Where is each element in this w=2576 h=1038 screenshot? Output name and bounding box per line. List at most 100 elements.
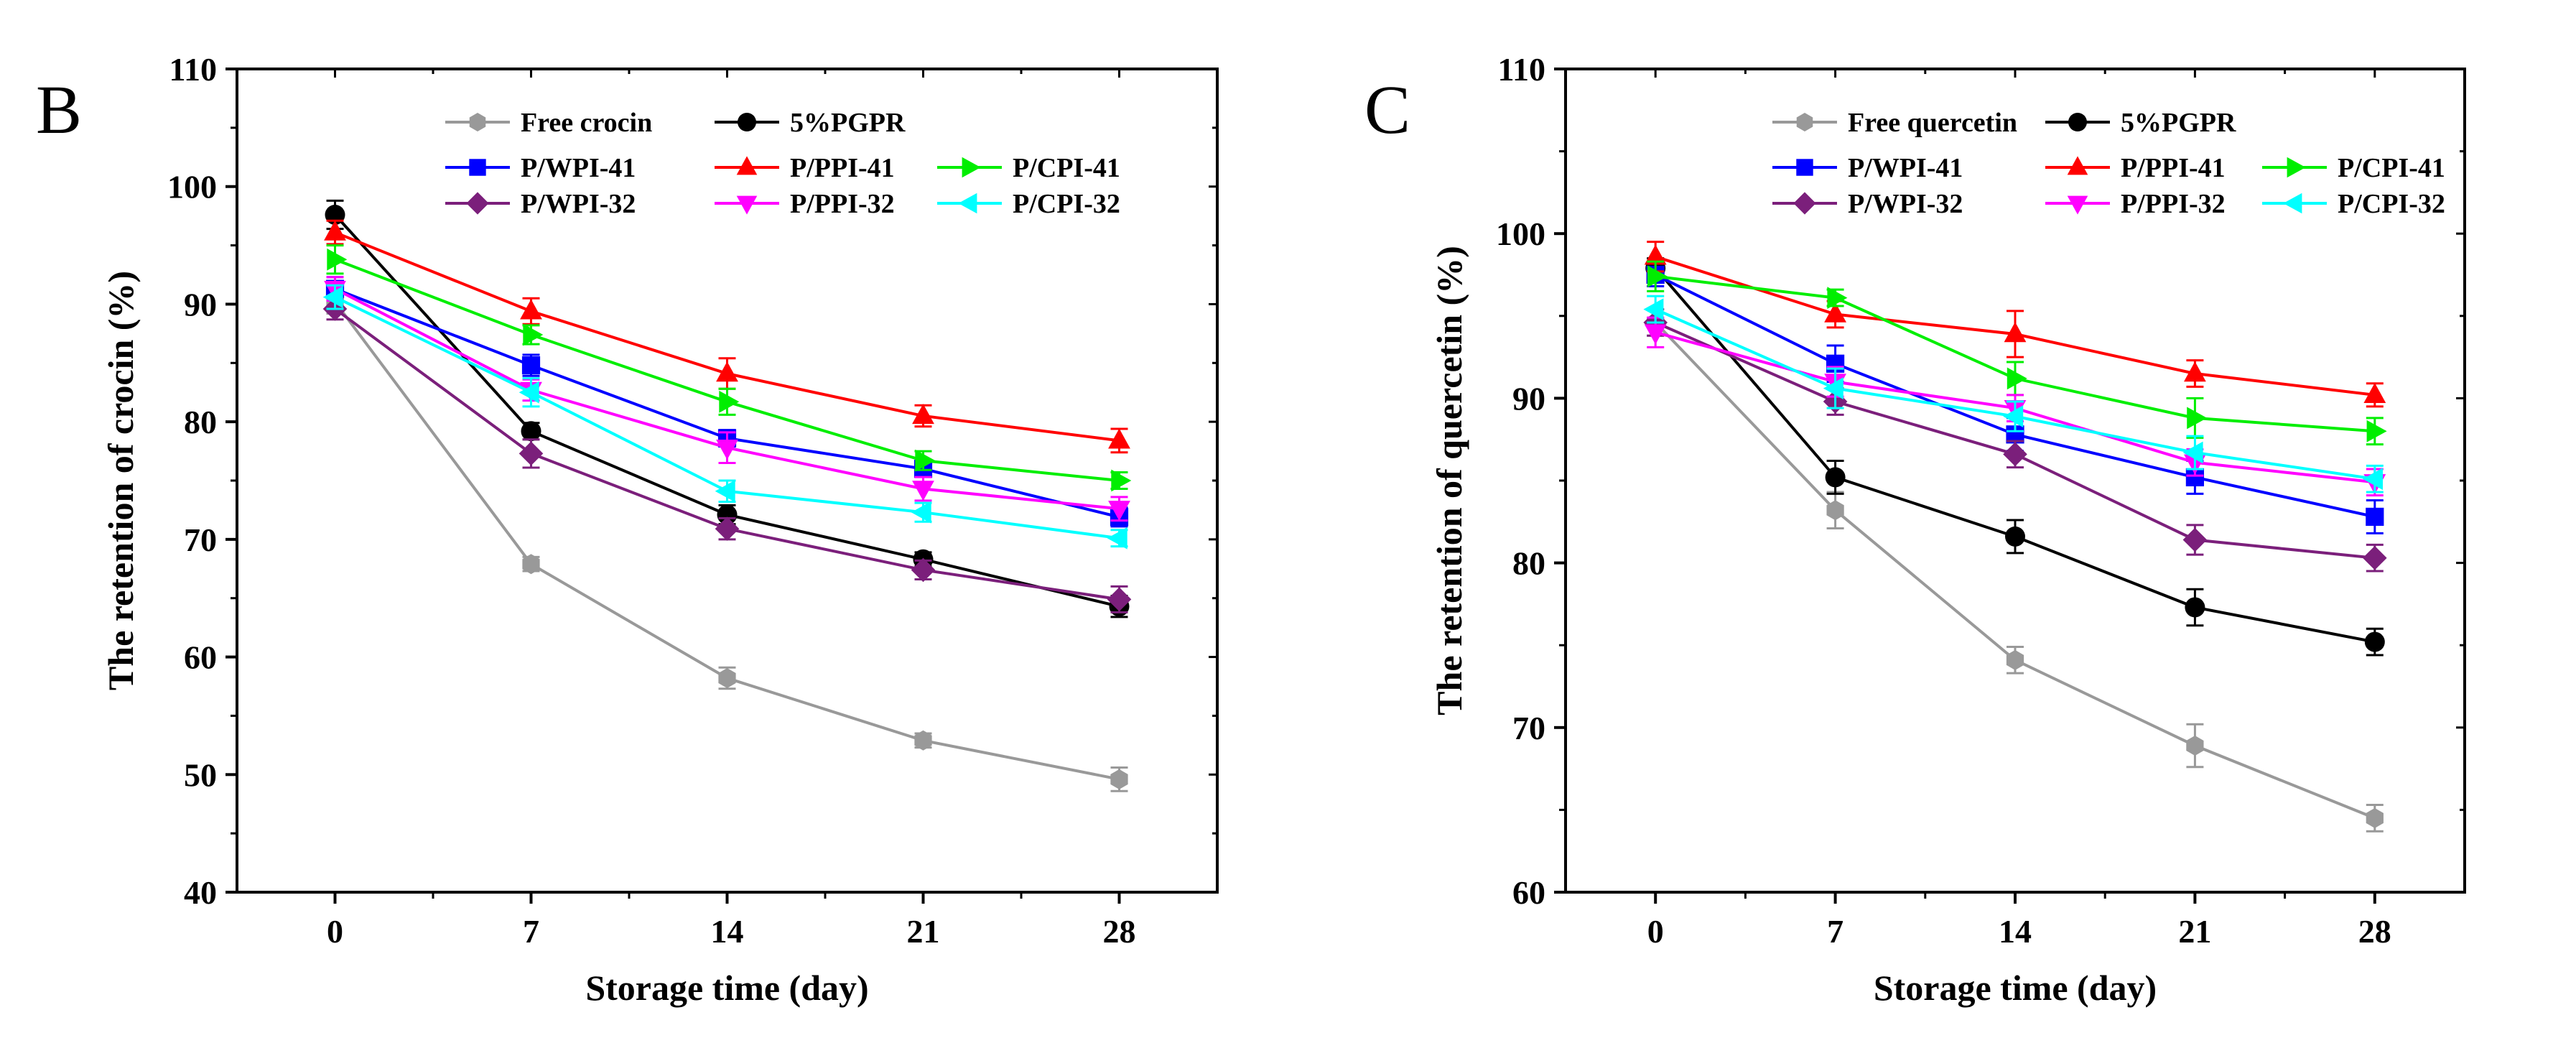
- legend-entry-p-ppi-41: P/PPI-41: [715, 153, 895, 183]
- x-tick-label: 14: [711, 913, 744, 950]
- data-point: [2366, 420, 2387, 442]
- legend-entry-p-cpi-32: P/CPI-32: [2262, 189, 2445, 219]
- y-axis-title: The retention of quercetin (%): [1429, 246, 1469, 715]
- legend-label: P/CPI-32: [2338, 189, 2445, 219]
- series-p-ppi-41: [1644, 241, 2386, 408]
- legend-label: Free quercetin: [1848, 108, 2017, 138]
- series-free-quercetin: [1647, 308, 2384, 833]
- legend-entry-p-cpi-32: P/CPI-32: [937, 189, 1120, 219]
- legend-entry-p-wpi-41: P/WPI-41: [445, 153, 636, 183]
- data-point: [715, 516, 740, 541]
- data-point: [521, 421, 541, 442]
- legend-entry-p-ppi-41: P/PPI-41: [2045, 153, 2226, 183]
- data-point: [2006, 649, 2024, 670]
- data-point: [1108, 428, 1130, 449]
- legend-entry-p-cpi-41: P/CPI-41: [2262, 153, 2445, 183]
- legend-label: P/PPI-41: [790, 153, 895, 183]
- y-tick-label: 60: [184, 639, 217, 676]
- legend-marker: [2067, 156, 2088, 175]
- data-point: [1647, 265, 1668, 288]
- y-tick-label: 80: [184, 404, 217, 440]
- data-point: [2363, 383, 2386, 404]
- legend-label: P/PPI-32: [2121, 189, 2226, 219]
- series-p-cpi-41: [326, 244, 1132, 492]
- plot-frame: [1564, 68, 2466, 894]
- data-point: [2182, 441, 2203, 464]
- data-point: [1644, 324, 1667, 345]
- data-point: [1827, 287, 1848, 309]
- data-point: [1107, 587, 1132, 612]
- legend-entry-5-pgpr: 5%PGPR: [715, 108, 906, 138]
- data-point: [1826, 500, 1844, 521]
- legend-entry-p-wpi-32: P/WPI-32: [1772, 189, 1963, 219]
- data-point: [912, 481, 934, 501]
- legend-label: P/CPI-32: [1013, 189, 1120, 219]
- y-tick-label: 50: [184, 756, 217, 793]
- panel-b: B 40 50 60 70 80 90 100 110 0 7 14 21 28 Storage time …: [36, 51, 1219, 1008]
- x-tick-label: 28: [1103, 913, 1136, 950]
- data-point: [1111, 469, 1132, 492]
- legend-label: P/CPI-41: [1013, 153, 1120, 183]
- legend-label: P/WPI-32: [521, 189, 636, 219]
- legend-marker: [466, 192, 489, 215]
- series-p-cpi-32: [1643, 295, 2384, 493]
- y-tick-label: 90: [1512, 380, 1545, 417]
- legend-marker: [736, 195, 758, 215]
- legend: Free crocin 5%PGPR P/WPI-41 P/PPI-41 P/CPI-4…: [445, 108, 1120, 219]
- data-point: [519, 441, 544, 466]
- legend-label: P/WPI-32: [1848, 189, 1963, 219]
- data-point: [2366, 507, 2384, 527]
- data-point: [1824, 302, 1846, 323]
- legend-marker: [738, 113, 756, 131]
- data-point: [2007, 367, 2027, 390]
- legend-marker: [1796, 113, 1813, 131]
- y-tick-label: 40: [184, 874, 217, 911]
- data-point: [1108, 501, 1130, 522]
- data-point: [716, 361, 738, 382]
- legend-label: 5%PGPR: [790, 108, 906, 138]
- data-point: [1643, 298, 1664, 321]
- legend-marker: [962, 157, 981, 178]
- panel-letter: C: [1364, 71, 1410, 148]
- data-point: [912, 404, 934, 425]
- data-point: [322, 286, 343, 309]
- data-point: [2364, 631, 2385, 652]
- legend-marker: [2067, 195, 2088, 215]
- x-tick-label: 21: [2178, 913, 2211, 950]
- legend-marker: [2283, 193, 2302, 214]
- legend-entry-free-crocin: Free crocin: [445, 108, 652, 138]
- panel-letter: B: [36, 71, 82, 148]
- y-tick-label: 110: [169, 51, 217, 88]
- legend-entry-p-wpi-32: P/WPI-32: [445, 189, 636, 219]
- data-point: [717, 504, 738, 525]
- legend-entry-p-ppi-32: P/PPI-32: [2045, 189, 2226, 219]
- data-point: [1825, 467, 1846, 488]
- data-point: [2182, 527, 2208, 552]
- legend-label: Free crocin: [521, 108, 652, 138]
- data-point: [2005, 526, 2025, 547]
- legend-entry-free-quercetin: Free quercetin: [1772, 108, 2017, 138]
- data-point: [520, 299, 542, 320]
- data-point: [719, 390, 740, 413]
- legend-marker: [469, 113, 486, 131]
- panel-c: C 60 70 80 90 100 110 0 7 14 21 28 Storage time (day…: [1364, 51, 2466, 1008]
- data-point: [2003, 442, 2027, 467]
- legend-marker: [958, 193, 977, 214]
- data-point: [324, 220, 346, 241]
- data-point: [2187, 407, 2208, 430]
- data-point: [718, 668, 736, 689]
- x-axis-title: Storage time (day): [585, 968, 868, 1008]
- data-point: [2003, 405, 2024, 428]
- x-tick-label: 0: [1647, 913, 1664, 950]
- data-point: [2185, 597, 2205, 618]
- legend-entry-p-wpi-41: P/WPI-41: [1772, 153, 1963, 183]
- x-tick-label: 7: [1827, 913, 1843, 950]
- data-point: [2366, 807, 2384, 828]
- x-tick-label: 7: [523, 913, 539, 950]
- data-point: [1644, 244, 1667, 265]
- y-tick-label: 60: [1512, 874, 1545, 911]
- x-tick-label: 0: [327, 913, 343, 950]
- data-point: [716, 439, 738, 460]
- legend-marker: [2287, 157, 2306, 178]
- data-point: [2363, 545, 2387, 570]
